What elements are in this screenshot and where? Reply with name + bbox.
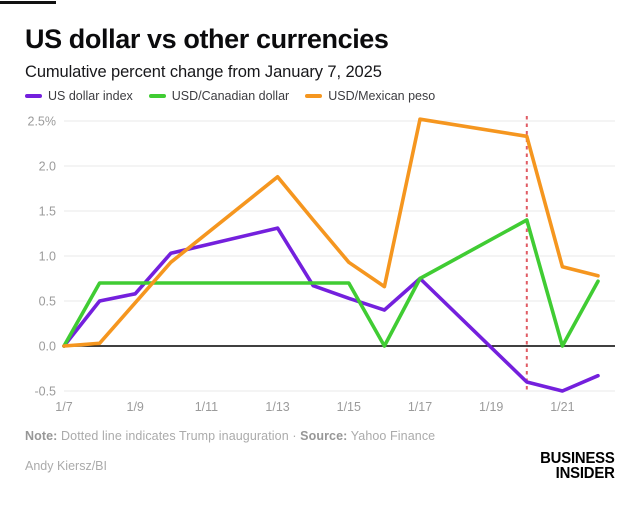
x-tick-label: 1/15 xyxy=(337,400,361,414)
y-tick-label: 2.5% xyxy=(28,115,57,129)
x-tick-label: 1/11 xyxy=(195,400,218,414)
y-tick-label: 0.5 xyxy=(39,295,56,309)
y-tick-label: 2.0 xyxy=(39,160,56,174)
series-line-2 xyxy=(62,218,600,348)
crop-artifact-line xyxy=(0,1,56,4)
legend-item-usd-index: US dollar index xyxy=(25,89,133,103)
chart-plot-area: 2.5% 2.0 1.5 1.0 0.5 0.0 -0.5 1/7 1/9 1/11 1/13 1/1… xyxy=(0,110,640,425)
x-tick-label: 1/21 xyxy=(550,400,574,414)
y-tick-label: 1.0 xyxy=(39,250,56,264)
legend-item-usd-mxn: USD/Mexican peso xyxy=(305,89,435,103)
note-label: Note: xyxy=(25,429,58,443)
legend-label-usd-mxn: USD/Mexican peso xyxy=(328,89,436,103)
x-tick-label: 1/17 xyxy=(408,400,432,414)
x-tick-label: 1/19 xyxy=(479,400,503,414)
source-label: Source: xyxy=(296,429,348,443)
legend-swatch-usd-cad xyxy=(148,94,166,98)
chart-legend: US dollar index USD/Canadian dollar USD/… xyxy=(25,89,435,103)
y-tick-label: 1.5 xyxy=(39,205,56,219)
x-tick-label: 1/7 xyxy=(55,400,72,414)
legend-label-usd-index: US dollar index xyxy=(48,89,133,103)
chart-subtitle: Cumulative percent change from January 7… xyxy=(25,63,382,81)
chart-svg: 2.5% 2.0 1.5 1.0 0.5 0.0 -0.51/7 1/9 1/11 1/13 1/1… xyxy=(28,115,615,414)
legend-item-usd-cad: USD/Canadian dollar xyxy=(148,89,290,103)
y-tick-label: -0.5 xyxy=(34,385,56,399)
legend-label-usd-cad: USD/Canadian dollar xyxy=(171,89,290,103)
source-text: Yahoo Finance xyxy=(347,429,436,443)
series-line-3 xyxy=(62,117,600,348)
logo-line-1: BUSINESS xyxy=(540,450,615,467)
legend-swatch-usd-index xyxy=(25,94,42,98)
note-text: Dotted line indicates Trump inauguration xyxy=(57,429,293,443)
chart-note: Note: Dotted line indicates Trump inaugu… xyxy=(25,429,615,443)
legend-swatch-usd-mxn xyxy=(305,94,323,98)
logo-line-2: INSIDER xyxy=(555,464,615,482)
business-insider-logo: BUSINESS INSIDER xyxy=(540,450,615,482)
series-line-1 xyxy=(62,226,600,393)
page-title: US dollar vs other currencies xyxy=(25,24,389,54)
x-tick-label: 1/13 xyxy=(265,400,289,414)
note-separator: · xyxy=(292,429,297,443)
author-credit: Andy Kiersz/BI xyxy=(25,459,107,473)
y-tick-label: 0.0 xyxy=(39,340,56,354)
x-tick-label: 1/9 xyxy=(127,400,144,414)
